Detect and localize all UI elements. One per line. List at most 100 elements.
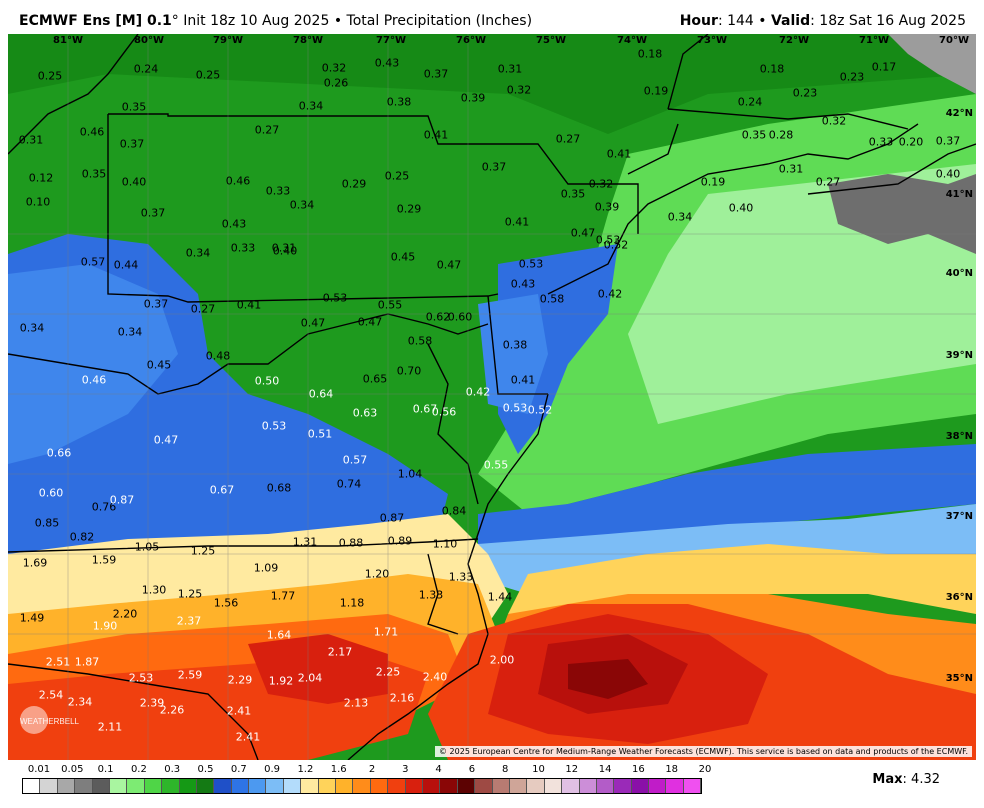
precip-value-label: 1.30 xyxy=(141,583,167,597)
colorbar-tick-label: 0.5 xyxy=(197,764,214,775)
precip-value-label: 1.56 xyxy=(213,596,239,610)
precip-value-label: 0.43 xyxy=(221,217,247,231)
logo-icon: WEATHERBELL xyxy=(20,706,80,734)
colorbar-tick-label: 20 xyxy=(698,764,712,775)
precip-value-label: 1.77 xyxy=(270,589,296,603)
latitude-label: 41°N xyxy=(945,189,973,200)
precip-value-label: 0.47 xyxy=(300,316,326,330)
precip-value-label: 0.24 xyxy=(737,95,763,109)
precip-value-label: 0.34 xyxy=(185,246,211,260)
precip-value-label: 0.48 xyxy=(205,349,231,363)
precip-value-label: 0.53 xyxy=(261,419,287,433)
degree-symbol: ° xyxy=(171,13,179,29)
colorbar-tick-label: 0.2 xyxy=(130,764,147,775)
max-number: : 4.32 xyxy=(902,772,940,787)
colorbar-swatch xyxy=(649,779,667,793)
precip-value-label: 0.23 xyxy=(792,86,818,100)
valid-value: : 18z Sat 16 Aug 2025 xyxy=(810,13,966,29)
precip-value-label: 0.87 xyxy=(379,511,405,525)
precip-value-label: 0.62 xyxy=(425,310,451,324)
colorbar-swatch xyxy=(231,779,250,793)
precip-value-label: 0.66 xyxy=(46,446,72,460)
colorbar-swatch xyxy=(23,779,41,793)
precip-value-label: 1.90 xyxy=(92,619,118,633)
precip-value-label: 0.32 xyxy=(506,83,532,97)
colorbar-swatch xyxy=(666,779,684,793)
latitude-label: 36°N xyxy=(945,592,973,603)
colorbar-tick-label: 1.6 xyxy=(330,764,347,775)
precip-value-label: 0.47 xyxy=(357,315,383,329)
colorbar-swatch xyxy=(301,779,319,793)
colorbar-labels: 0.01 0.05 0.1 0.2 0.3 0.5 0.7 0.9 1.2 1.6 2 3 4 6 8 10 1… xyxy=(22,764,712,778)
longitude-label: 74°W xyxy=(617,35,647,46)
precip-value-label: 0.68 xyxy=(266,481,292,495)
precip-value-label: 0.35 xyxy=(81,167,107,181)
precip-value-label: 1.69 xyxy=(22,556,48,570)
precip-value-label: 0.43 xyxy=(374,56,400,70)
precip-value-label: 0.33 xyxy=(868,135,894,149)
precip-value-label: 0.38 xyxy=(502,338,528,352)
precip-value-label: 0.25 xyxy=(195,68,221,82)
precip-value-label: 1.25 xyxy=(190,544,216,558)
precip-value-label: 0.41 xyxy=(504,215,530,229)
precip-value-label: 0.27 xyxy=(254,123,280,137)
colorbar-swatch xyxy=(509,779,528,793)
precip-value-label: 0.50 xyxy=(254,374,280,388)
precip-value-label: 0.35 xyxy=(741,128,767,142)
precip-value-label: 0.58 xyxy=(539,292,565,306)
precip-value-label: 0.46 xyxy=(225,174,251,188)
colorbar-swatch xyxy=(457,779,476,793)
precip-value-label: 1.18 xyxy=(339,596,365,610)
precip-value-label: 0.26 xyxy=(323,76,349,90)
precip-value-label: 0.39 xyxy=(460,91,486,105)
precip-value-label: 1.64 xyxy=(266,628,292,642)
precip-value-label: 2.59 xyxy=(177,668,203,682)
colorbar-tick-label: 0.01 xyxy=(27,764,51,775)
precip-value-label: 0.53 xyxy=(322,291,348,305)
precip-value-label: 0.34 xyxy=(289,198,315,212)
colorbar-swatch xyxy=(631,779,650,793)
copyright-notice: © 2025 European Centre for Medium-Range … xyxy=(435,746,972,757)
weatherbell-logo: WEATHERBELL xyxy=(16,700,106,740)
colorbar-swatch xyxy=(492,779,510,793)
precip-value-label: 0.18 xyxy=(759,62,785,76)
colorbar-tick-label: 4 xyxy=(435,764,442,775)
precip-value-label: 0.46 xyxy=(79,125,105,139)
precip-value-label: 0.47 xyxy=(436,258,462,272)
precip-value-label: 1.33 xyxy=(448,570,474,584)
precip-value-label: 1.05 xyxy=(134,540,160,554)
precip-value-label: 0.33 xyxy=(230,241,256,255)
colorbar-tick-label: 12 xyxy=(565,764,579,775)
precip-value-label: 1.31 xyxy=(292,535,318,549)
precip-value-label: 0.29 xyxy=(396,202,422,216)
colorbar-swatch xyxy=(336,779,354,793)
precip-value-label: 0.42 xyxy=(597,287,623,301)
precip-value-label: 2.11 xyxy=(97,720,123,734)
colorbar-tick-label: 16 xyxy=(632,764,645,775)
colorbar-swatch xyxy=(544,779,563,793)
precip-value-label: 0.19 xyxy=(643,84,669,98)
precip-value-label: 0.24 xyxy=(133,62,159,76)
precip-value-label: 0.70 xyxy=(396,364,422,378)
precip-value-label: 0.19 xyxy=(700,175,726,189)
product-name: Total Precipitation (Inches) xyxy=(346,13,533,29)
colorbar-swatch xyxy=(127,779,145,793)
precip-value-label: 2.51 xyxy=(45,655,71,669)
precip-value-label: 0.27 xyxy=(815,175,841,189)
precip-value-label: 1.87 xyxy=(74,655,100,669)
colorbar-swatch xyxy=(249,779,267,793)
longitude-label: 75°W xyxy=(536,35,566,46)
precip-value-label: 2.53 xyxy=(128,671,154,685)
colorbar-tick-label: 0.7 xyxy=(230,764,247,775)
latitude-label: 37°N xyxy=(945,511,973,522)
precip-value-label: 0.55 xyxy=(377,298,403,312)
precip-value-label: 0.37 xyxy=(481,160,507,174)
colorbar-swatch xyxy=(144,779,163,793)
precip-value-label: 0.57 xyxy=(80,255,106,269)
precip-value-label: 0.82 xyxy=(69,530,95,544)
precip-value-label: 0.32 xyxy=(821,114,847,128)
precip-value-label: 0.47 xyxy=(153,433,179,447)
colorbar-swatch xyxy=(440,779,458,793)
header: ECMWF Ens [M] 0.1° Init 18z 10 Aug 2025 … xyxy=(0,0,984,34)
precipitation-map[interactable]: 81°W 80°W 79°W 78°W 77°W 76°W 75°W 74°W 73°W 72°W… xyxy=(8,34,976,760)
